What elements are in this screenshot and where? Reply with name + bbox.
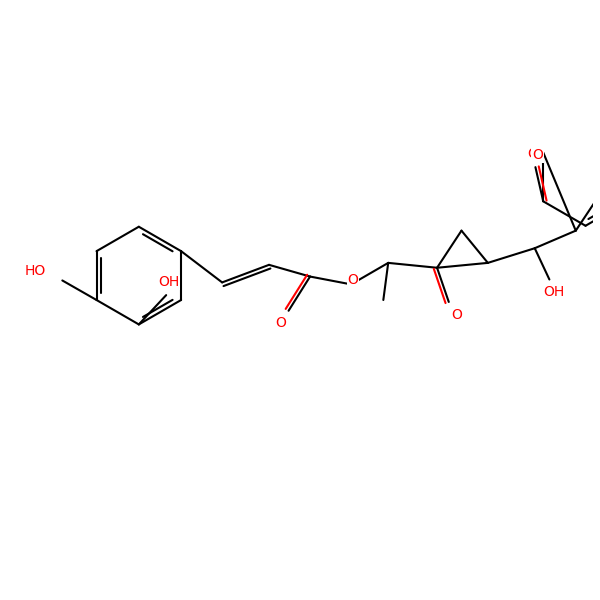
Text: O: O — [347, 274, 358, 287]
Text: O: O — [527, 148, 538, 161]
Text: O: O — [532, 148, 543, 163]
Text: HO: HO — [25, 263, 46, 278]
Text: O: O — [275, 316, 286, 331]
Text: OH: OH — [158, 275, 180, 289]
Text: O: O — [451, 308, 462, 322]
Text: OH: OH — [544, 285, 565, 299]
